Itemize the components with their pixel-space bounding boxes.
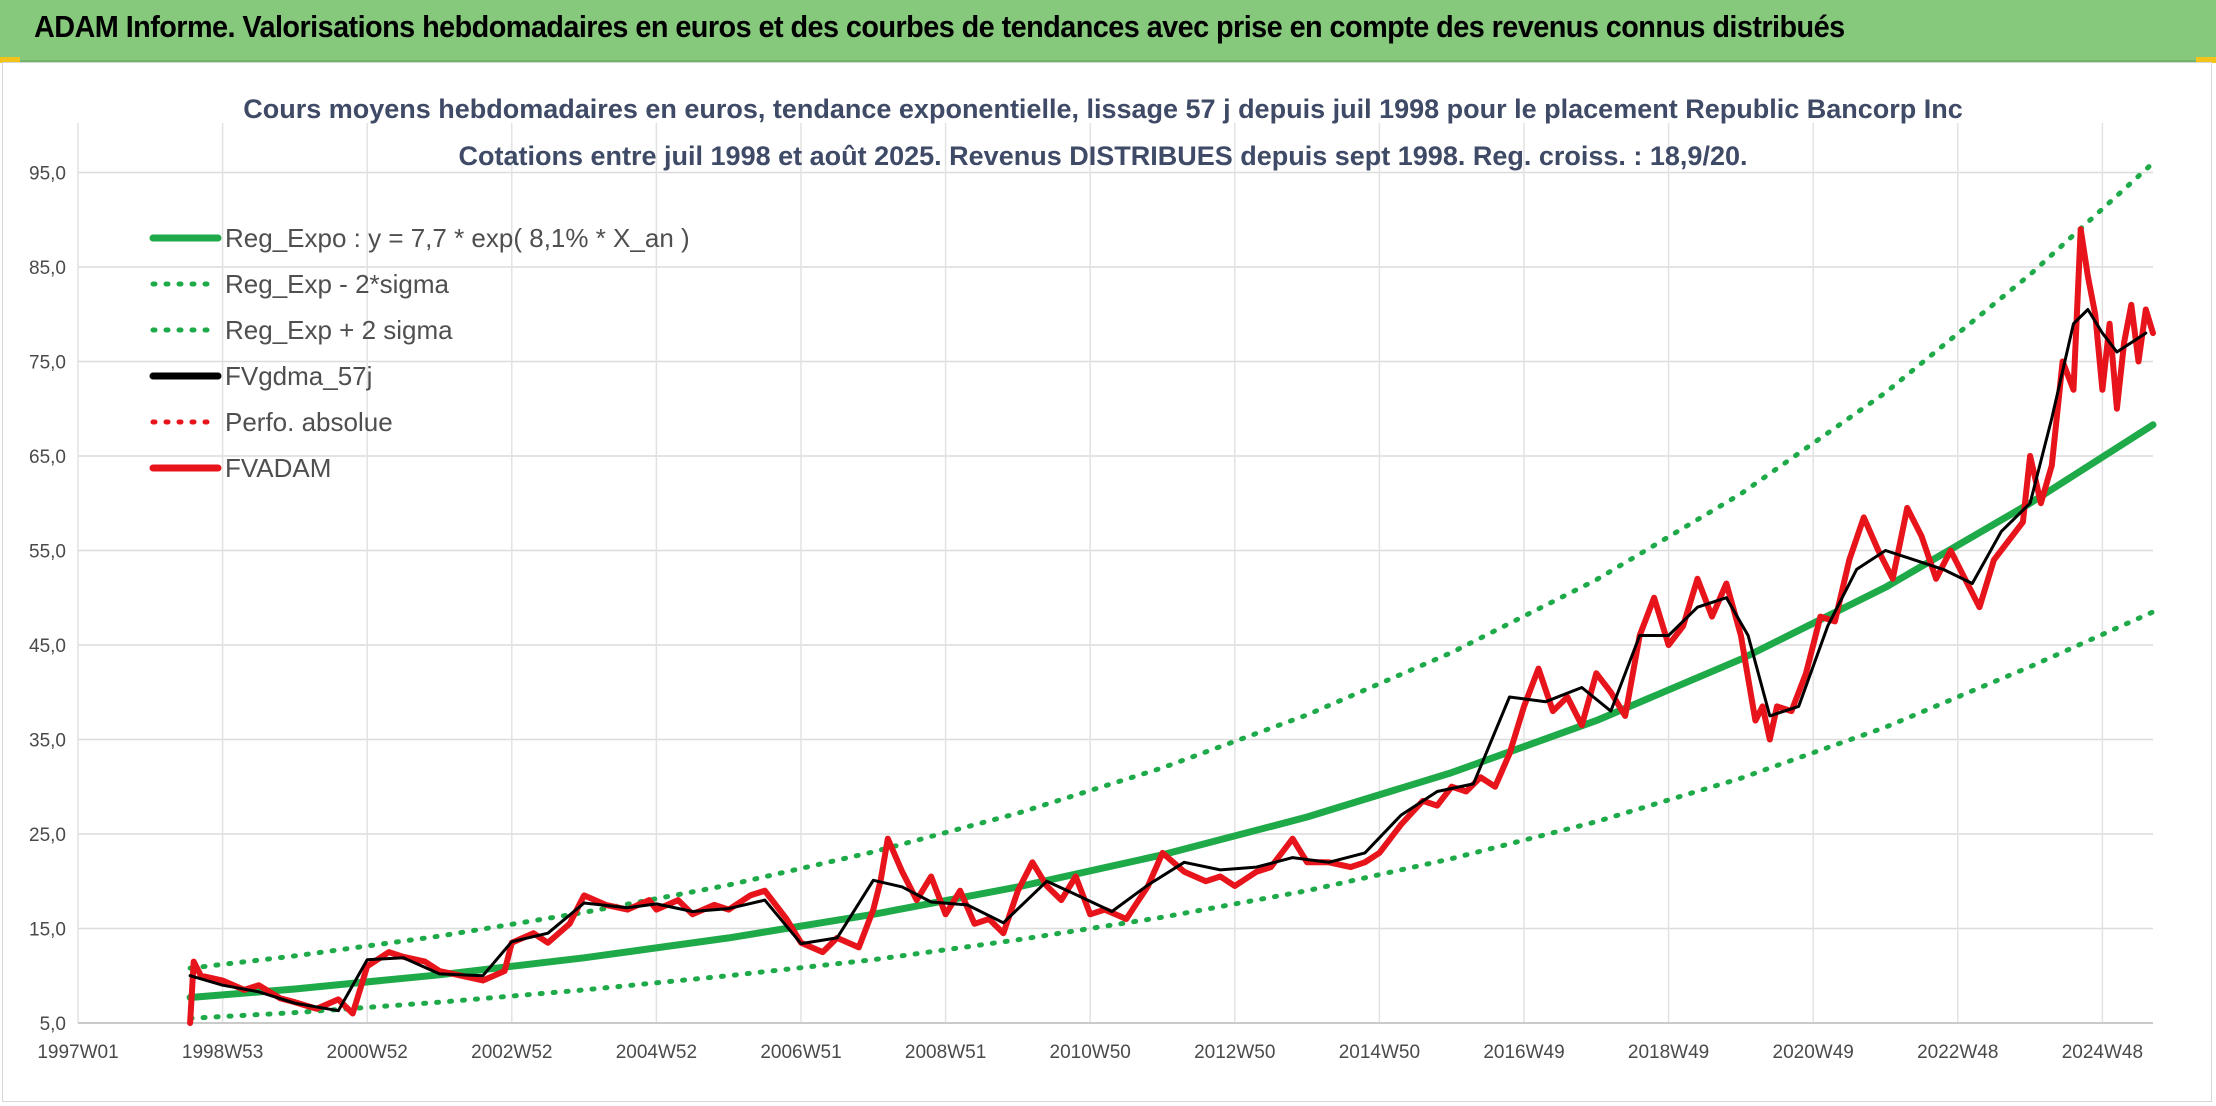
axes: 5,0 15,0 25,0 35,0 45,0 55,0 65,0 75,0 85,0 95,0 1… (29, 163, 2153, 1063)
y-tick-label: 5,0 (40, 1014, 66, 1035)
y-tick-label: 65,0 (29, 447, 66, 468)
series (186, 160, 2157, 1026)
legend-label: FVgdma_57j (225, 361, 372, 391)
x-tick-label: 2002W52 (471, 1042, 552, 1063)
corner-marker-right (2196, 57, 2216, 63)
x-tick-label: 1997W01 (37, 1042, 118, 1063)
x-tick-label: 2012W50 (1194, 1042, 1275, 1063)
legend-label: Reg_Expo : y = 7,7 * exp( 8,1% * X_an ) (225, 223, 690, 253)
legend-label: FVADAM (225, 453, 331, 483)
y-tick-label: 55,0 (29, 541, 66, 562)
trend-chart: Cours moyens hebdomadaires en euros, ten… (29, 94, 2157, 1063)
x-tick-label: 2018W49 (1628, 1042, 1709, 1063)
chart-subtitle: Cotations entre juil 1998 et août 2025. … (459, 141, 1748, 171)
x-tick-label: 2014W50 (1339, 1042, 1420, 1063)
series-line-5 (187, 226, 2156, 1026)
legend-label: Reg_Exp - 2*sigma (225, 269, 450, 299)
y-tick-label: 45,0 (29, 636, 66, 657)
x-tick-label: 2022W48 (1917, 1042, 1998, 1063)
x-tick-label: 2000W52 (327, 1042, 408, 1063)
x-tick-label: 2004W52 (616, 1042, 697, 1063)
x-tick-label: 2006W51 (760, 1042, 841, 1063)
report-header-bar: ADAM Informe. Valorisations hebdomadaire… (0, 0, 2216, 62)
legend-label: Perfo. absolue (225, 407, 393, 437)
corner-marker-left (0, 57, 20, 63)
y-tick-label: 85,0 (29, 258, 66, 279)
x-tick-label: 2016W49 (1483, 1042, 1564, 1063)
y-tick-label: 25,0 (29, 825, 66, 846)
grid (77, 123, 2153, 1024)
series-line-1 (187, 609, 2156, 1021)
x-tick-label: 1998W53 (182, 1042, 263, 1063)
y-tick-label: 15,0 (29, 919, 66, 940)
report-title: ADAM Informe. Valorisations hebdomadaire… (34, 9, 1845, 44)
x-tick-label: 2020W49 (1773, 1042, 1854, 1063)
x-tick-label: 2024W48 (2062, 1042, 2143, 1063)
y-tick-label: 75,0 (29, 352, 66, 373)
y-tick-label: 95,0 (29, 163, 66, 184)
series-line-0 (186, 421, 2157, 1001)
x-tick-label: 2008W51 (905, 1042, 986, 1063)
chart-area: Cours moyens hebdomadaires en euros, ten… (2, 62, 2212, 1102)
legend: Reg_Expo : y = 7,7 * exp( 8,1% * X_an ) R… (149, 223, 690, 483)
series-line-2 (187, 160, 2156, 971)
legend-label: Reg_Exp + 2 sigma (225, 315, 453, 345)
series-line-3 (188, 308, 2148, 1013)
y-tick-label: 35,0 (29, 730, 66, 751)
chart-title: Cours moyens hebdomadaires en euros, ten… (243, 94, 1963, 124)
x-tick-label: 2010W50 (1050, 1042, 1131, 1063)
